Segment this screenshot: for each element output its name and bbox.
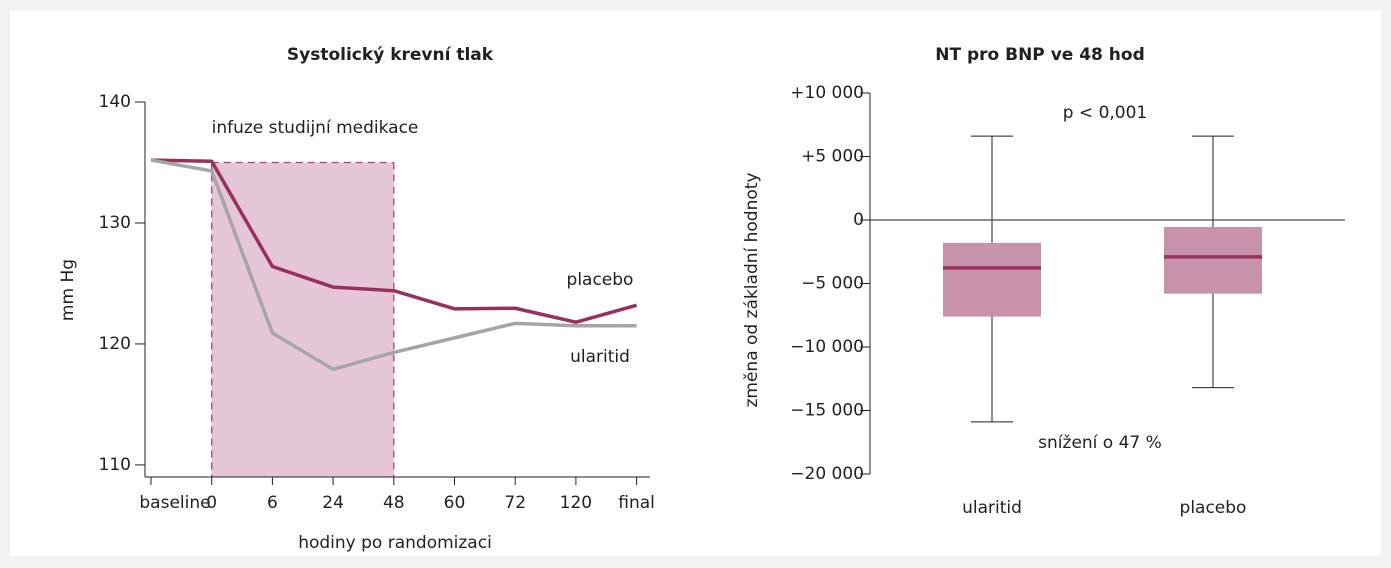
x-tick-label: 0 bbox=[206, 493, 217, 513]
x-tick-label: 6 bbox=[267, 493, 278, 513]
x-tick-label: ularitid bbox=[962, 498, 1022, 518]
y-tick-label: −15 000 bbox=[790, 401, 864, 421]
x-tick-label: final bbox=[618, 493, 655, 513]
line-series bbox=[150, 158, 637, 372]
chart-title: Systolický krevní tlak bbox=[287, 45, 494, 65]
y-tick-label: 120 bbox=[99, 334, 131, 354]
x-tick-label: baseline bbox=[139, 493, 210, 513]
x-tick-label: 60 bbox=[444, 493, 466, 513]
y-tick-label: +10 000 bbox=[790, 83, 864, 103]
y-tick-label: 110 bbox=[99, 455, 131, 475]
y-tick-label: 140 bbox=[99, 92, 131, 112]
y-tick-label: 0 bbox=[853, 210, 864, 230]
x-tick-label: 120 bbox=[560, 493, 592, 513]
y-tick-label: +5 000 bbox=[801, 147, 864, 167]
x-tick-label: 24 bbox=[322, 493, 344, 513]
y-tick-label: −5 000 bbox=[801, 274, 864, 294]
box bbox=[943, 242, 1041, 317]
line-series bbox=[150, 158, 638, 324]
shade-label: infuze studijní medikace bbox=[212, 118, 419, 138]
y-axis-label: změna od základní hodnoty bbox=[742, 172, 762, 407]
chart-title: NT pro BNP ve 48 hod bbox=[935, 45, 1145, 65]
y-axis-label: mm Hg bbox=[58, 259, 78, 321]
series-label: placebo bbox=[567, 270, 634, 290]
annotation: p < 0,001 bbox=[1063, 103, 1148, 123]
x-tick-label: 48 bbox=[383, 493, 405, 513]
x-axis-label: hodiny po randomizaci bbox=[298, 533, 492, 553]
series-label: ularitid bbox=[570, 347, 630, 367]
annotation: snížení o 47 % bbox=[1038, 433, 1162, 453]
x-tick-label: placebo bbox=[1180, 498, 1247, 518]
y-tick-label: −10 000 bbox=[790, 337, 864, 357]
x-tick-label: 72 bbox=[504, 493, 526, 513]
y-tick-label: −20 000 bbox=[790, 464, 864, 484]
y-tick-label: 130 bbox=[99, 213, 131, 233]
box bbox=[1164, 226, 1262, 294]
